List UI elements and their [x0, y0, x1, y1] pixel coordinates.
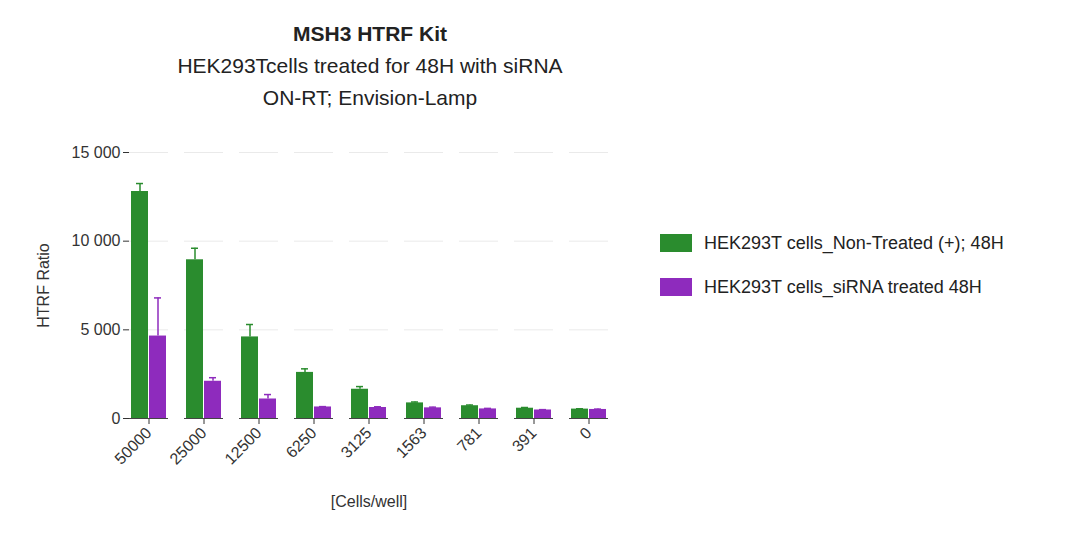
- svg-text:12500: 12500: [221, 424, 265, 468]
- svg-text:391: 391: [509, 424, 540, 455]
- svg-text:10 000: 10 000: [72, 232, 121, 249]
- svg-text:0: 0: [576, 424, 594, 442]
- svg-text:50000: 50000: [111, 424, 155, 468]
- svg-text:15 000: 15 000: [72, 144, 121, 161]
- html-text:ON-RT; Envision-Lamp: ON-RT; Envision-Lamp: [262, 86, 478, 109]
- svg-text:1563: 1563: [393, 424, 430, 461]
- svg-text:3125: 3125: [338, 424, 375, 461]
- svg-text:25000: 25000: [166, 424, 210, 468]
- svg-text:781: 781: [454, 424, 485, 455]
- html-text:MSH3 HTRF Kit: MSH3 HTRF Kit: [293, 22, 447, 45]
- html-text:HEK293T cells_Non-Treated (+);: HEK293T cells_Non-Treated (+); 48H: [704, 232, 1004, 253]
- html-text:HEK293T cells_siRNA treated 48: HEK293T cells_siRNA treated 48H: [704, 276, 982, 297]
- svg-text:5 000: 5 000: [80, 321, 120, 338]
- svg-text:6250: 6250: [283, 424, 320, 461]
- svg-text:[Cells/well]: [Cells/well]: [331, 493, 407, 510]
- svg-text:0: 0: [112, 410, 121, 427]
- svg-text:HTRF Ratio: HTRF Ratio: [35, 243, 52, 328]
- html-text:HEK293Tcells treated for 48H w: HEK293Tcells treated for 48H with siRNA: [177, 54, 563, 77]
